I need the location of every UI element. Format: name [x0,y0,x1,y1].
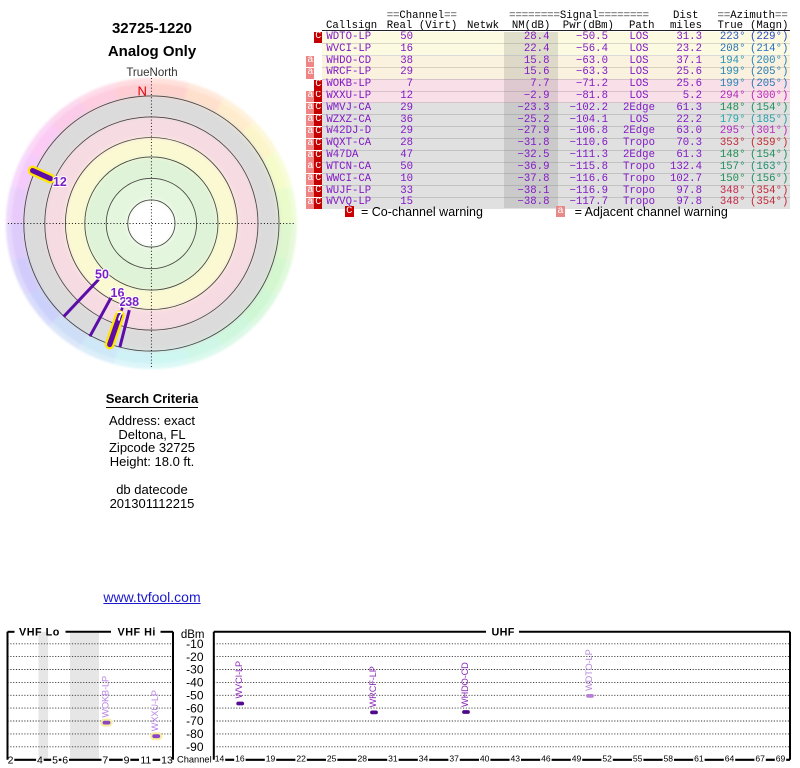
svg-text:WDTO-LP: WDTO-LP [584,649,594,691]
svg-text:WRCF-LP: WRCF-LP [368,666,378,707]
svg-text:34: 34 [419,754,429,764]
svg-text:16: 16 [111,286,125,300]
svg-text:-80: -80 [186,727,204,741]
svg-text:58: 58 [664,754,674,764]
svg-text:-40: -40 [186,676,204,690]
svg-text:61: 61 [694,754,704,764]
svg-text:67: 67 [755,754,765,764]
svg-text:12: 12 [53,175,67,189]
svg-text:dBm: dBm [181,629,205,641]
svg-text:4: 4 [37,754,43,766]
svg-text:52: 52 [602,754,612,764]
svg-text:WVCI-LP: WVCI-LP [234,661,244,699]
svg-text:2: 2 [120,295,127,309]
svg-text:N: N [138,84,147,99]
svg-text:40: 40 [480,754,490,764]
svg-text:7: 7 [102,754,108,766]
svg-text:-20: -20 [186,650,204,664]
svg-text:50: 50 [95,268,109,282]
svg-text:46: 46 [541,754,551,764]
svg-text:16: 16 [235,754,245,764]
svg-text:28: 28 [358,754,368,764]
svg-text:14: 14 [215,754,225,764]
svg-text:49: 49 [572,754,582,764]
svg-text:9: 9 [124,754,130,766]
svg-text:38: 38 [125,295,139,309]
svg-text:64: 64 [725,754,735,764]
svg-text:-70: -70 [186,714,204,728]
svg-text:WHDO-CD: WHDO-CD [460,662,470,707]
svg-text:-60: -60 [186,701,204,715]
svg-text:31: 31 [388,754,398,764]
svg-text:25: 25 [327,754,337,764]
svg-text:7: 7 [116,309,123,323]
svg-text:6: 6 [62,754,68,766]
svg-text:-30: -30 [186,663,204,677]
svg-text:69: 69 [776,754,786,764]
svg-text:WXXU-LP: WXXU-LP [150,690,160,731]
svg-text:-50: -50 [186,689,204,703]
svg-text:55: 55 [633,754,643,764]
svg-text:43: 43 [511,754,521,764]
svg-text:11: 11 [140,754,151,766]
svg-text:37: 37 [449,754,459,764]
svg-text:VHF Hi: VHF Hi [118,626,156,638]
svg-text:-10: -10 [186,637,204,651]
svg-text:UHF: UHF [492,626,515,638]
svg-text:VHF Lo: VHF Lo [19,626,60,638]
svg-text:13: 13 [161,754,173,766]
svg-text:5: 5 [52,754,58,766]
svg-text:22: 22 [296,754,306,764]
svg-text:2: 2 [8,754,14,766]
svg-text:-90: -90 [186,740,204,754]
svg-text:WOKB-LP: WOKB-LP [101,676,111,718]
svg-text:Channel: Channel [177,754,212,764]
svg-text:19: 19 [266,754,276,764]
